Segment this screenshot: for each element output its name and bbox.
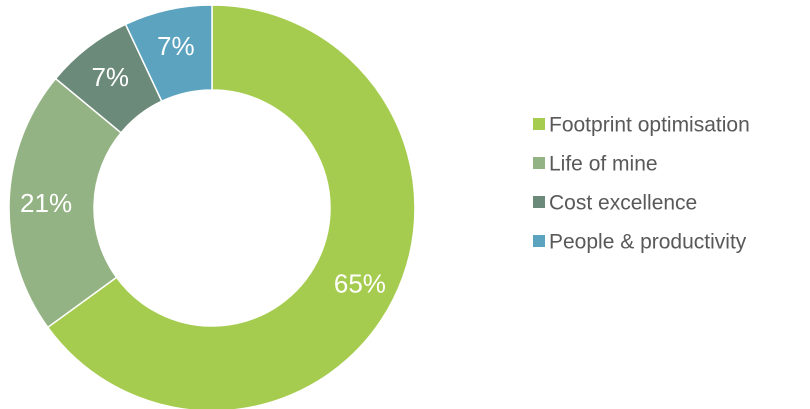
slice-footprint-optimisation: [46, 4, 416, 409]
slice-people-and-productivity: [124, 4, 213, 103]
legend-label-life-of-mine: Life of mine: [549, 153, 658, 176]
donut-slices: [8, 4, 416, 409]
slice-label-footprint-optimisation: 65%: [334, 268, 386, 298]
legend-swatch-cost-excellence: [533, 196, 545, 208]
slice-label-people-and-productivity: 7%: [157, 31, 195, 61]
legend-swatch-footprint-optimisation: [533, 118, 545, 130]
legend-swatch-life-of-mine: [533, 157, 545, 169]
legend-label-people-and-productivity: People & productivity: [549, 231, 747, 254]
legend: Footprint optimisation Life of mine Cost e…: [533, 114, 750, 254]
legend-label-footprint-optimisation: Footprint optimisation: [549, 114, 750, 137]
slice-label-cost-excellence: 7%: [91, 62, 129, 92]
slice-life-of-mine: [8, 77, 123, 329]
legend-swatch-people-and-productivity: [533, 235, 545, 247]
slice-label-life-of-mine: 21%: [20, 188, 72, 218]
slice-labels: 65% 21% 7% 7%: [20, 31, 386, 298]
legend-label-cost-excellence: Cost excellence: [549, 192, 697, 215]
